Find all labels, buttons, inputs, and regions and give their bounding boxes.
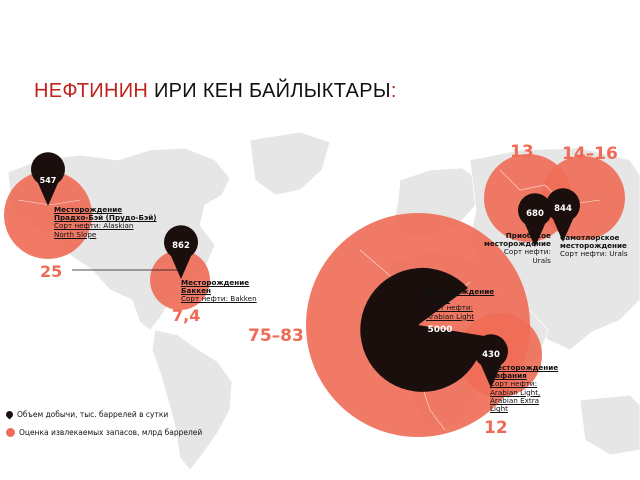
reserve-value-ghawar: 75–83 [248, 326, 304, 346]
pin-samotlor [545, 188, 580, 242]
field-label-safaniya: Месторождение Сафания Сорт нефти: Arabia… [490, 363, 559, 414]
legend-item-production: Объем добычи, тыс. баррелей в сутки [4, 409, 169, 420]
continent-greenland [249, 131, 331, 196]
connector-ghawar [417, 299, 426, 326]
field-label-line: Месторождение [490, 363, 559, 372]
field-label-line: Гавар [426, 295, 450, 305]
legend-item-reserve: Оценка извлекаемых запасов, млрд барреле… [6, 428, 202, 437]
field-label-priobskoe: Приобское месторождение Сорт нефти: Ural… [484, 231, 551, 265]
field-label-line: Arabian Light [426, 311, 475, 321]
field-label-line: Приобское [505, 231, 551, 240]
field-label-line: Сорт нефти: [490, 379, 537, 389]
reserve-circle-prudhoe [4, 171, 92, 259]
field-label-line: Сорт нефти: [426, 303, 473, 313]
legend-label-production: Объем добычи, тыс. баррелей в сутки [17, 410, 169, 419]
continent-australia [579, 394, 640, 456]
reserve-value-samotlor: 14–16 [562, 144, 618, 164]
field-label-samotlor: Самотлорское месторождение Сорт нефти: U… [560, 233, 628, 259]
field-label-line: месторождение [560, 241, 627, 251]
field-label-line: Сорт нефти: Urals [560, 249, 628, 259]
field-label-line: Самотлорское [560, 233, 620, 242]
field-label-line: Сафания [490, 371, 527, 381]
page-title: НЕФТИНИН ИРИ КЕН БАЙЛЫКТАРЫ: [34, 80, 397, 103]
field-label-line: месторождение [484, 239, 551, 249]
production-value-samotlor: 844 [554, 204, 572, 214]
reserve-value-priobskoe: 13 [510, 142, 534, 162]
title-rest: ИРИ КЕН БАЙЛЫКТАРЫ [153, 80, 391, 102]
field-label-line: Месторождение [426, 287, 495, 296]
field-label-line: Прадхо-Бэй (Прудо-Бэй) [54, 213, 157, 223]
production-pins [30, 152, 580, 388]
title-colon: : [390, 80, 397, 102]
pin-prudhoe [30, 152, 65, 206]
field-label-line: Urals [532, 255, 551, 265]
field-label-bakken: Месторождение Баккен Сорт нефти: Bakken [181, 278, 257, 304]
production-value-ghawar: 5000 [427, 325, 452, 335]
border-line [17, 199, 81, 206]
production-numbers: 547 862 680 844 430 5000 [40, 176, 572, 360]
continent-south-america [151, 329, 233, 471]
field-label-line: Arabian Light, [490, 387, 541, 397]
field-label-line: Arabian Extra [490, 395, 540, 405]
field-label-line: Сорт нефти: Alaskian [54, 221, 134, 231]
field-label-line: Месторождение [54, 205, 123, 214]
field-label-ghawar: Месторождение Гавар Сорт нефти: Arabian … [426, 287, 495, 321]
production-value-safaniya: 430 [482, 350, 500, 360]
reserve-value-safaniya: 12 [484, 418, 508, 438]
field-label-line: Сорт нефти: [503, 247, 551, 257]
title-accent: НЕФТИНИН [34, 80, 149, 102]
field-label-line: Месторождение [181, 278, 250, 287]
pin-safaniya [473, 334, 508, 388]
pin-bakken [164, 225, 198, 279]
field-label-line: Сорт нефти: Bakken [181, 294, 257, 304]
connector-lines [72, 269, 426, 326]
reserve-value-bakken: 7,4 [172, 306, 201, 325]
legend-circle-icon [6, 428, 15, 437]
production-value-bakken: 862 [172, 241, 190, 251]
production-disc-ghawar [360, 267, 484, 392]
legend-label-reserve: Оценка извлекаемых запасов, млрд барреле… [19, 428, 203, 437]
reserve-circle-bakken [150, 250, 210, 310]
field-label-line: Light [490, 404, 508, 414]
reserve-value-prudhoe: 25 [40, 262, 63, 281]
production-value-priobskoe: 680 [526, 209, 544, 219]
pin-priobskoe [518, 193, 552, 247]
field-label-line: Баккен [181, 286, 211, 296]
legend-pin-icon [4, 409, 15, 420]
production-value-prudhoe: 547 [40, 176, 57, 185]
field-label-prudhoe: Месторождение Прадхо-Бэй (Прудо-Бэй) Сор… [54, 205, 157, 239]
field-label-line: North Slope [54, 229, 97, 239]
